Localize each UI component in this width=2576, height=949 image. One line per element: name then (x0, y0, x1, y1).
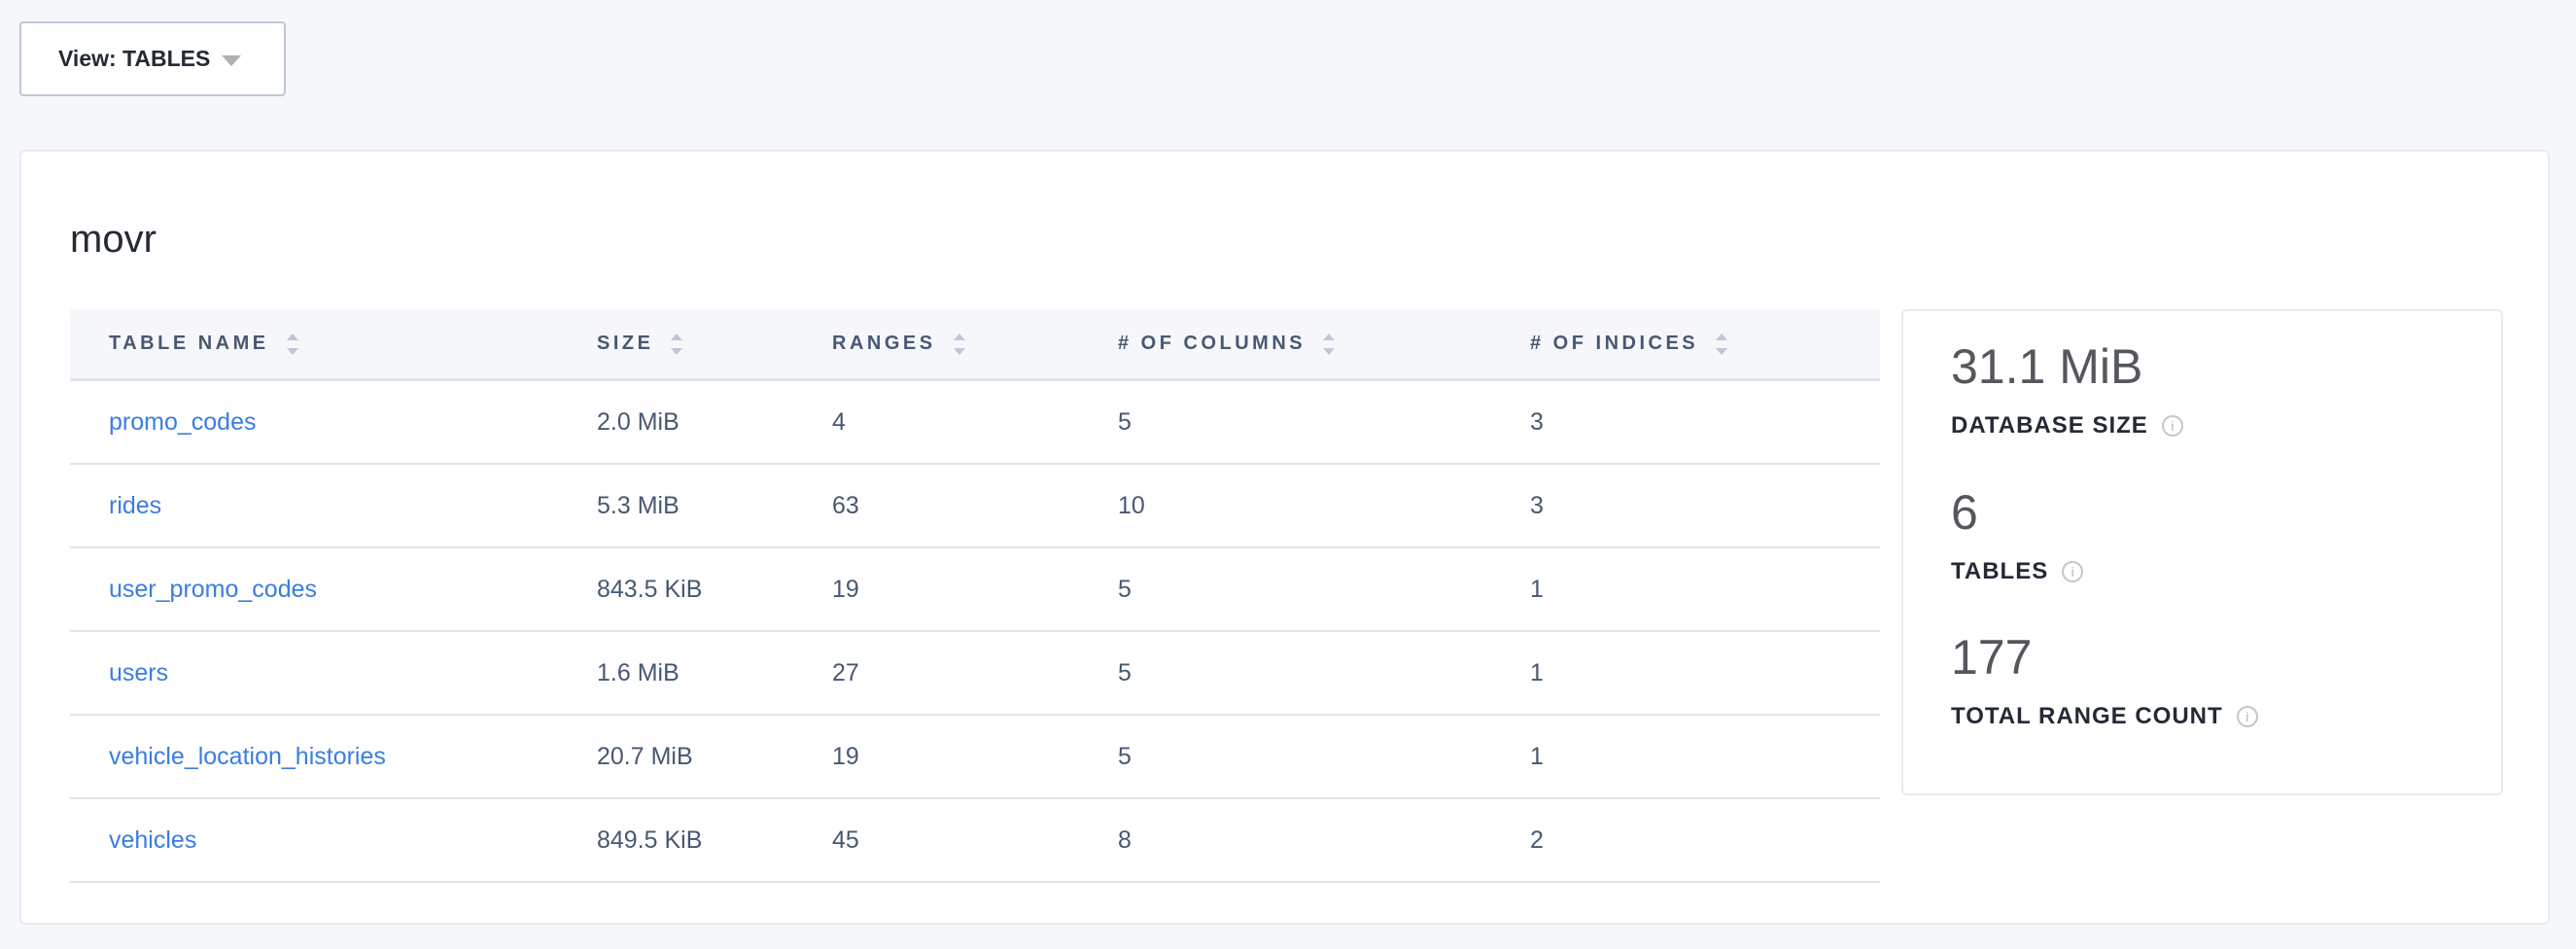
table-name-link[interactable]: vehicles (109, 826, 197, 854)
sort-icon[interactable] (953, 333, 965, 355)
table-cell: 19 (832, 575, 859, 603)
table-cell: 5 (1118, 658, 1131, 686)
column-header[interactable]: # OF INDICES (1530, 309, 1728, 378)
sort-icon[interactable] (1716, 333, 1728, 355)
database-title: movr (70, 218, 157, 261)
table-cell: 3 (1530, 407, 1544, 436)
table-row: users 1.6 MiB 27 5 1 (70, 632, 1880, 716)
table-cell: 3 (1530, 491, 1544, 519)
table-cell: 20.7 MiB (597, 742, 693, 770)
table-cell: 1 (1530, 742, 1544, 770)
info-icon[interactable]: i (2161, 415, 2183, 437)
view-selector-label: View: TABLES (58, 46, 211, 71)
column-header[interactable]: RANGES (832, 309, 965, 378)
stat-label: TABLES (1951, 558, 2049, 584)
table-cell: 27 (832, 658, 859, 686)
table-row: promo_codes 2.0 MiB 4 5 3 (70, 381, 1880, 465)
table-name-link[interactable]: user_promo_codes (109, 575, 318, 603)
table-cell: 63 (832, 491, 859, 519)
table-header: TABLE NAME SIZE RANGES # OF COLUMNS # OF IND… (70, 309, 1880, 381)
table-cell: 5.3 MiB (597, 491, 679, 519)
stat-label: TOTAL RANGE COUNT (1951, 703, 2223, 729)
table-cell: 5 (1118, 575, 1131, 603)
table-cell: 8 (1118, 826, 1131, 854)
table-cell: 843.5 KiB (597, 575, 703, 603)
table-cell: 2.0 MiB (597, 407, 679, 436)
stat-value: 6 (1951, 485, 1978, 540)
column-header-label: # OF INDICES (1530, 333, 1699, 354)
table-cell: 2 (1530, 826, 1544, 854)
table-cell: 849.5 KiB (597, 826, 703, 854)
column-header-label: RANGES (832, 333, 936, 354)
table-row: vehicle_location_histories 20.7 MiB 19 5 1 (70, 716, 1880, 799)
table-row: user_promo_codes 843.5 KiB 19 5 1 (70, 548, 1880, 632)
column-header[interactable]: TABLE NAME (109, 309, 298, 378)
table-cell: 5 (1118, 742, 1131, 770)
table-name-link[interactable]: vehicle_location_histories (109, 742, 386, 770)
table-cell: 1 (1530, 658, 1544, 686)
table-cell: 19 (832, 742, 859, 770)
column-header[interactable]: SIZE (597, 309, 683, 378)
database-card: movr TABLE NAME SIZE RANGES # OF COLUMNS # O… (19, 150, 2550, 925)
table-name-link[interactable]: rides (109, 491, 162, 519)
column-header[interactable]: # OF COLUMNS (1118, 309, 1336, 378)
table-cell: 45 (832, 826, 859, 854)
table-name-link[interactable]: promo_codes (109, 407, 257, 436)
table-cell: 1.6 MiB (597, 658, 679, 686)
info-icon[interactable]: i (2236, 706, 2258, 727)
tables-table: TABLE NAME SIZE RANGES # OF COLUMNS # OF IND… (70, 309, 1880, 883)
sort-icon[interactable] (286, 333, 298, 355)
stat-value: 31.1 MiB (1951, 339, 2143, 394)
stat-total-range-count: 177 TOTAL RANGE COUNT i (1951, 633, 2258, 730)
column-header-label: SIZE (597, 333, 654, 354)
table-name-link[interactable]: users (109, 658, 169, 686)
info-icon[interactable]: i (2062, 561, 2084, 582)
caret-down-icon (222, 54, 242, 66)
column-header-label: # OF COLUMNS (1118, 333, 1306, 354)
table-body: promo_codes 2.0 MiB 4 5 3 rides 5.3 MiB 63 10 3 us… (70, 381, 1880, 883)
stat-value: 177 (1951, 630, 2033, 685)
stat-label: DATABASE SIZE (1951, 412, 2148, 439)
column-header-label: TABLE NAME (109, 333, 269, 354)
stat-database-size: 31.1 MiB DATABASE SIZE i (1951, 342, 2183, 439)
sort-icon[interactable] (671, 333, 683, 355)
table-cell: 10 (1118, 491, 1145, 519)
table-row: vehicles 849.5 KiB 45 8 2 (70, 799, 1880, 883)
table-row: rides 5.3 MiB 63 10 3 (70, 465, 1880, 548)
view-selector-dropdown[interactable]: View: TABLES (19, 21, 286, 96)
stat-tables: 6 TABLES i (1951, 485, 2084, 585)
table-cell: 4 (832, 407, 846, 436)
table-cell: 5 (1118, 407, 1131, 436)
table-cell: 1 (1530, 575, 1544, 603)
sort-icon[interactable] (1323, 333, 1336, 355)
database-summary: 31.1 MiB DATABASE SIZE i 6 TABLES i 177 TO… (1901, 309, 2503, 795)
